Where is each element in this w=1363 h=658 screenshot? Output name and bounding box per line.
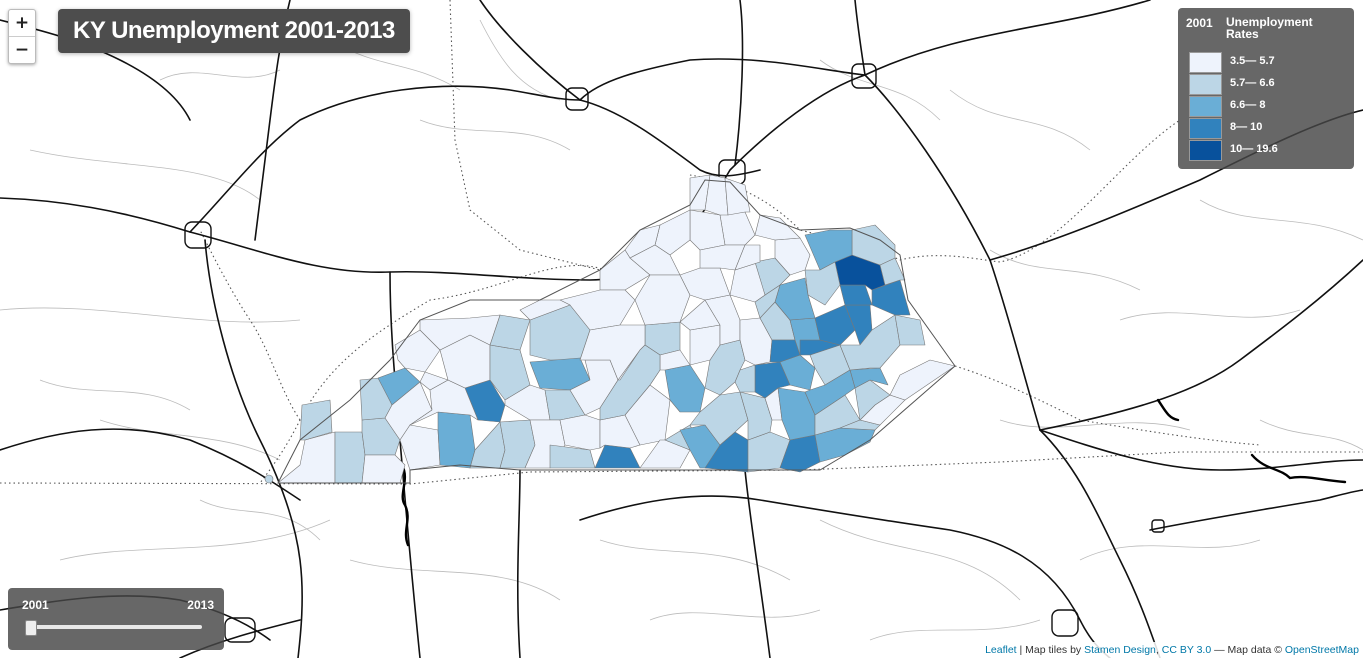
county-region[interactable] bbox=[634, 274, 691, 326]
attribution-text: — Map data © bbox=[1211, 644, 1285, 656]
osm-link[interactable]: OpenStreetMap bbox=[1284, 644, 1359, 656]
zoom-in-button[interactable]: + bbox=[14, 13, 30, 33]
year-slider-panel: 2001 2013 bbox=[8, 588, 224, 650]
legend-label: 10— 19.6 bbox=[1230, 143, 1278, 155]
attribution: Leaflet | Map tiles by Stamen Design, CC… bbox=[981, 642, 1363, 658]
leaflet-link[interactable]: Leaflet bbox=[985, 644, 1017, 656]
legend: 2001 Unemployment Rates 3.5— 5.7 5.7— 6.… bbox=[1178, 8, 1354, 169]
legend-swatch bbox=[1189, 140, 1222, 161]
slider-start-year: 2001 bbox=[22, 598, 49, 612]
attribution-text: | Map tiles by bbox=[1016, 644, 1085, 656]
county-region[interactable] bbox=[334, 431, 366, 484]
county-region[interactable] bbox=[469, 421, 506, 469]
water-bodies bbox=[400, 398, 1347, 547]
county-region[interactable] bbox=[559, 414, 601, 451]
attribution-text: , bbox=[1155, 644, 1162, 656]
stamen-link[interactable]: Stamen Design bbox=[1084, 644, 1156, 656]
county-region[interactable] bbox=[804, 261, 841, 306]
county-region[interactable] bbox=[594, 444, 641, 469]
county-region[interactable] bbox=[769, 339, 801, 363]
county-region[interactable] bbox=[889, 359, 956, 401]
license-link[interactable]: CC BY 3.0 bbox=[1161, 644, 1212, 656]
legend-year: 2001 bbox=[1186, 16, 1213, 30]
county-region[interactable] bbox=[704, 431, 749, 473]
legend-swatch bbox=[1189, 52, 1222, 73]
county-region[interactable] bbox=[754, 214, 801, 241]
county-region[interactable] bbox=[519, 299, 571, 321]
legend-swatch bbox=[1189, 96, 1222, 117]
county-region[interactable] bbox=[719, 211, 756, 246]
kentucky-bend-exclave bbox=[264, 474, 274, 484]
county-region[interactable] bbox=[629, 244, 681, 276]
county-region[interactable] bbox=[894, 314, 926, 346]
legend-label: 3.5— 5.7 bbox=[1230, 55, 1275, 67]
county-region[interactable] bbox=[724, 177, 751, 216]
county-region[interactable] bbox=[799, 339, 841, 356]
county-region[interactable] bbox=[599, 344, 661, 421]
county-region[interactable] bbox=[437, 411, 476, 469]
legend-swatch bbox=[1189, 118, 1222, 139]
county-region[interactable] bbox=[839, 284, 873, 306]
county-region[interactable] bbox=[814, 427, 876, 463]
county-region[interactable] bbox=[579, 324, 646, 381]
county-region[interactable] bbox=[814, 304, 856, 346]
legend-heading: Unemployment Rates bbox=[1226, 15, 1313, 41]
county-region[interactable] bbox=[839, 314, 901, 371]
legend-swatch bbox=[1189, 74, 1222, 95]
zoom-out-button[interactable]: − bbox=[9, 36, 35, 63]
legend-label: 5.7— 6.6 bbox=[1230, 77, 1275, 89]
county-region[interactable] bbox=[734, 244, 761, 271]
slider-end-year: 2013 bbox=[187, 598, 214, 612]
county-region[interactable] bbox=[399, 424, 441, 471]
county-region[interactable] bbox=[419, 314, 501, 351]
kentucky-outline bbox=[277, 179, 956, 484]
county-region[interactable] bbox=[361, 454, 406, 484]
map-title: KY Unemployment 2001-2013 bbox=[58, 9, 410, 53]
minor-roads bbox=[0, 19, 1363, 641]
county-region[interactable] bbox=[704, 174, 729, 216]
zoom-control: + − bbox=[8, 9, 36, 64]
slider-track[interactable] bbox=[27, 625, 202, 629]
county-region[interactable] bbox=[664, 364, 706, 413]
slider-thumb[interactable] bbox=[25, 620, 37, 636]
county-region[interactable] bbox=[559, 289, 636, 331]
legend-label: 8— 10 bbox=[1230, 121, 1263, 133]
county-region[interactable] bbox=[689, 209, 726, 251]
county-region[interactable] bbox=[754, 257, 791, 296]
legend-label: 6.6— 8 bbox=[1230, 99, 1266, 111]
county-region[interactable] bbox=[804, 369, 856, 416]
county-choropleth[interactable] bbox=[277, 174, 956, 484]
county-region[interactable] bbox=[299, 399, 333, 441]
